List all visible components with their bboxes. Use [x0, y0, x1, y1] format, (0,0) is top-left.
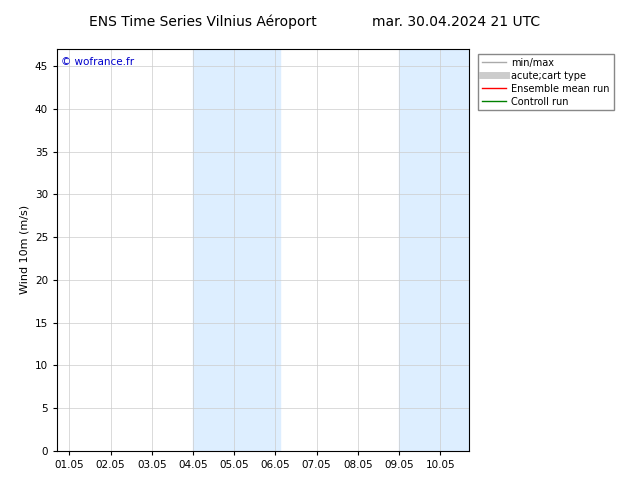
Text: ENS Time Series Vilnius Aéroport: ENS Time Series Vilnius Aéroport [89, 15, 317, 29]
Y-axis label: Wind 10m (m/s): Wind 10m (m/s) [19, 205, 29, 294]
Bar [193, 49, 280, 451]
Legend: min/max, acute;cart type, Ensemble mean run, Controll run: min/max, acute;cart type, Ensemble mean … [478, 54, 614, 110]
Text: mar. 30.04.2024 21 UTC: mar. 30.04.2024 21 UTC [372, 15, 541, 29]
Text: © wofrance.fr: © wofrance.fr [61, 57, 134, 67]
Bar [399, 49, 469, 451]
